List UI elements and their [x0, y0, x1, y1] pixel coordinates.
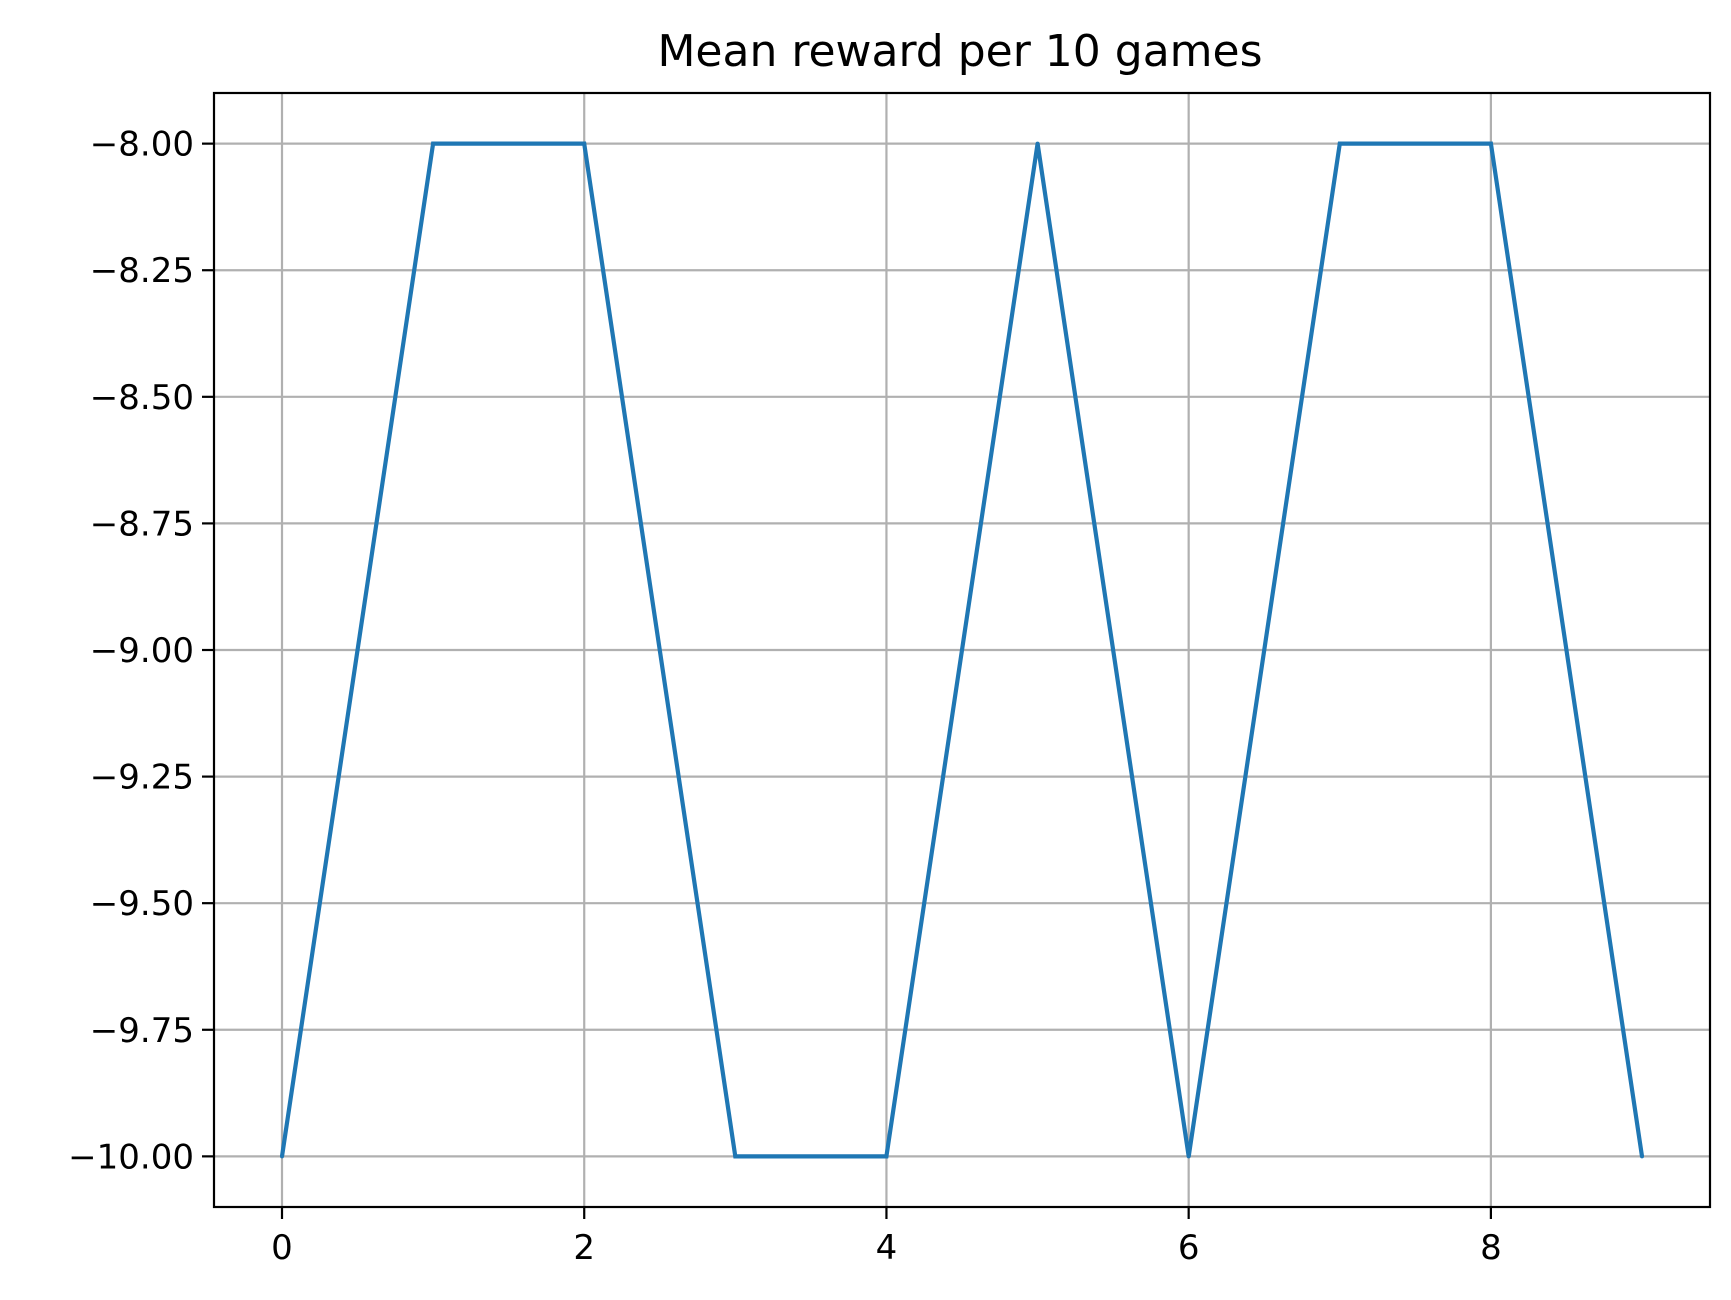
data-point [884, 1154, 889, 1159]
chart-title: Mean reward per 10 games [657, 26, 1262, 77]
y-tick-label: −8.25 [90, 251, 194, 291]
y-tick-label: −10.00 [68, 1137, 194, 1177]
y-tick-label: −8.50 [90, 378, 194, 418]
data-point [1337, 141, 1342, 146]
data-point [1640, 1154, 1644, 1159]
y-tick-label: −9.25 [90, 758, 194, 798]
series-layer [279, 141, 1645, 1159]
data-point [1035, 141, 1040, 146]
data-point [733, 1154, 738, 1159]
x-tick-label: 6 [1178, 1228, 1200, 1268]
series-line [279, 141, 1645, 1159]
y-tick-label: −9.50 [90, 884, 194, 924]
x-tick-label: 8 [1480, 1228, 1502, 1268]
ticks [202, 142, 1492, 1219]
x-tick-label: 4 [876, 1228, 898, 1268]
x-tick-labels: 0 2 4 6 8 [271, 1228, 1502, 1268]
y-tick-label: −9.00 [90, 631, 194, 671]
y-tick-label: −9.75 [90, 1011, 194, 1051]
data-point [582, 141, 587, 146]
x-tick-label: 2 [573, 1228, 595, 1268]
y-tick-label: −8.75 [90, 504, 194, 544]
data-point [431, 141, 436, 146]
x-tick-label: 0 [271, 1228, 293, 1268]
data-point [1488, 141, 1493, 146]
y-tick-labels: −8.00 −8.25 −8.50 −8.75 −9.00 −9.25 −9.50 −9.75… [68, 125, 194, 1178]
data-point [280, 1154, 284, 1159]
y-tick-label: −8.00 [90, 125, 194, 165]
data-point [1186, 1154, 1191, 1159]
